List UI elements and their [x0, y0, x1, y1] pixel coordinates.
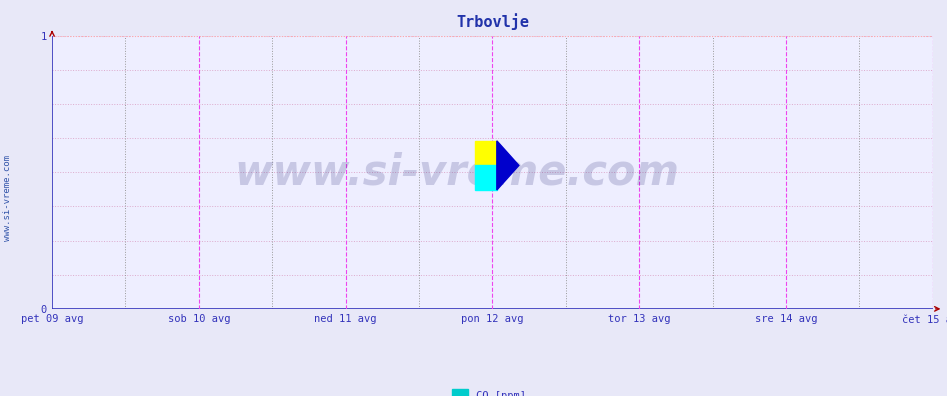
Text: www.si-vreme.com: www.si-vreme.com [3, 155, 12, 241]
Text: www.si-vreme.com: www.si-vreme.com [235, 151, 680, 193]
Legend: CO [ppm], NO2 [ppm]: CO [ppm], NO2 [ppm] [453, 389, 532, 396]
Polygon shape [474, 141, 497, 166]
Polygon shape [497, 141, 519, 190]
Title: Trbovlje: Trbovlje [456, 13, 529, 30]
Polygon shape [474, 166, 497, 190]
